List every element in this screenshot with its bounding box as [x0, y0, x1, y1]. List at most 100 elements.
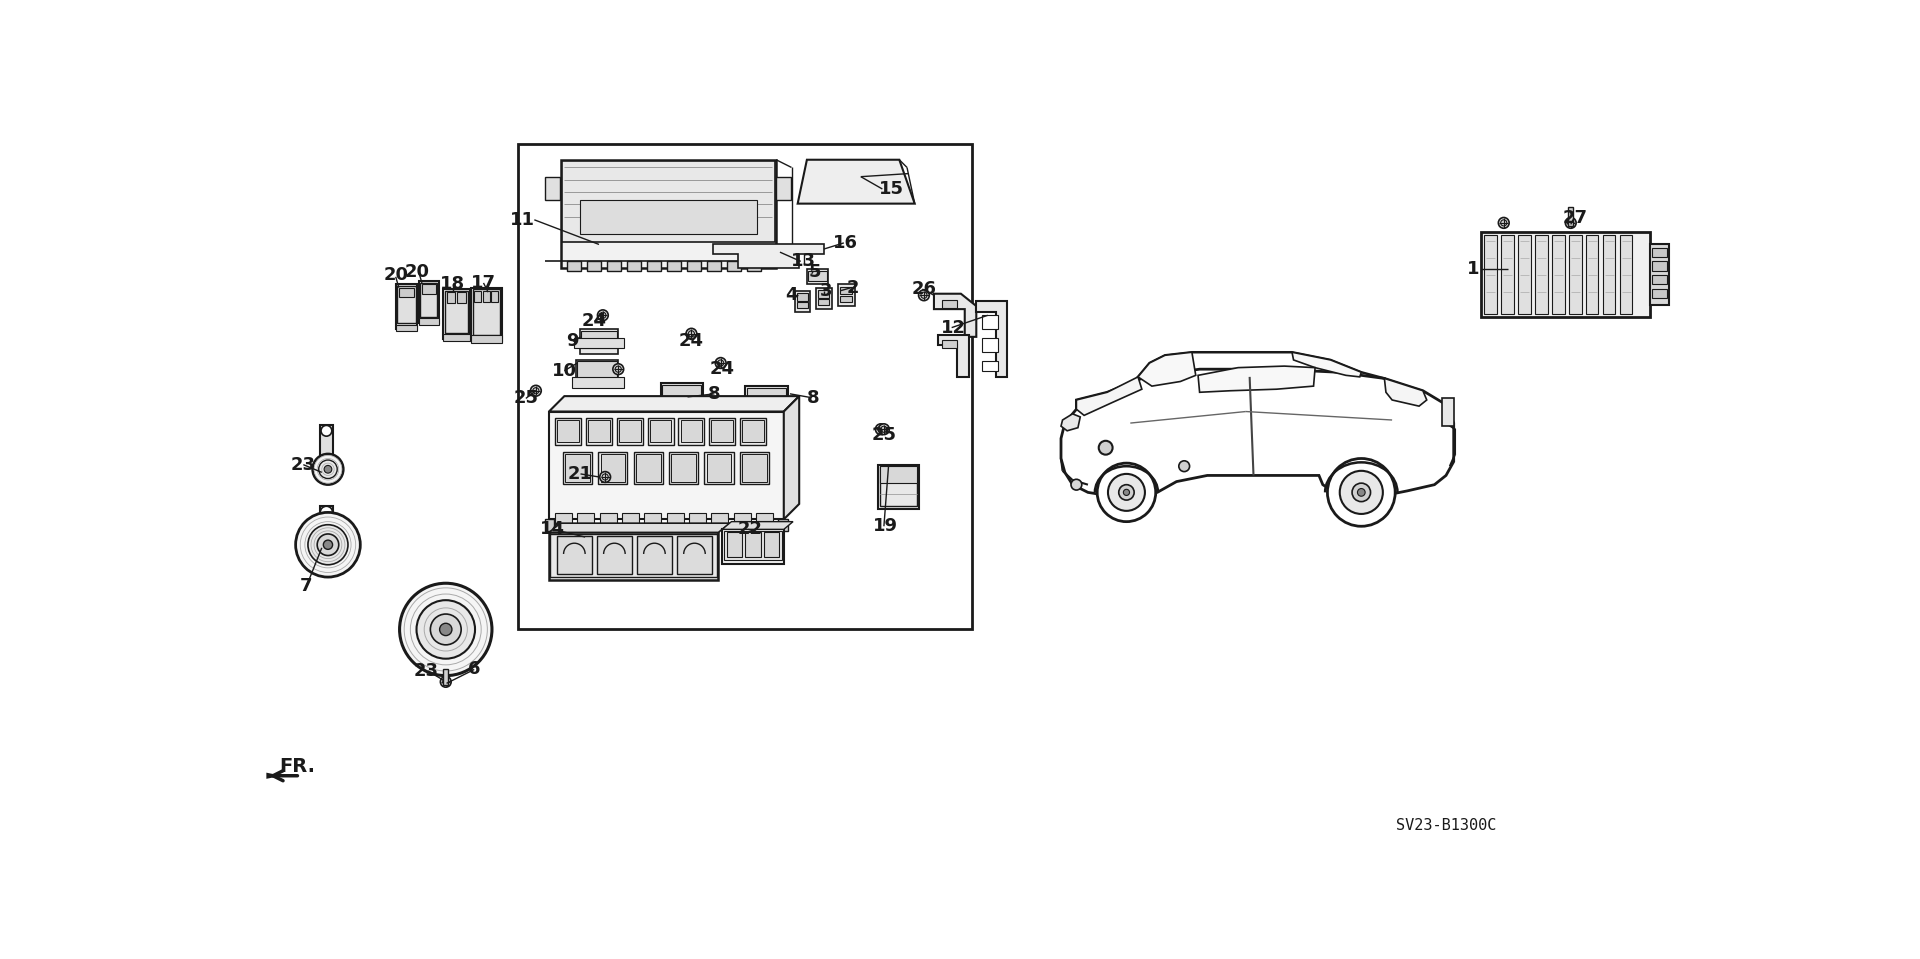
- Bar: [712, 513, 728, 524]
- Bar: [1519, 235, 1530, 314]
- Bar: [747, 387, 785, 408]
- Bar: [666, 513, 684, 524]
- Bar: [668, 452, 699, 484]
- Polygon shape: [1292, 352, 1361, 377]
- Bar: [1651, 262, 1667, 270]
- Bar: [616, 418, 643, 445]
- Bar: [687, 262, 701, 270]
- Bar: [444, 289, 470, 339]
- Text: 9: 9: [566, 333, 580, 350]
- Bar: [1651, 275, 1667, 285]
- Bar: [983, 362, 998, 371]
- Bar: [743, 420, 764, 441]
- Polygon shape: [1139, 352, 1196, 386]
- Circle shape: [1098, 441, 1112, 455]
- Bar: [841, 287, 852, 294]
- Polygon shape: [1062, 414, 1081, 431]
- Bar: [597, 535, 632, 574]
- Bar: [660, 383, 703, 410]
- Bar: [626, 262, 641, 270]
- Circle shape: [444, 679, 449, 685]
- Circle shape: [313, 454, 344, 484]
- Text: 24: 24: [710, 361, 735, 378]
- Bar: [708, 418, 735, 445]
- Circle shape: [879, 424, 889, 434]
- Polygon shape: [975, 301, 1008, 377]
- Polygon shape: [722, 522, 793, 529]
- Polygon shape: [797, 160, 914, 203]
- Bar: [649, 420, 672, 441]
- Circle shape: [1357, 488, 1365, 496]
- Text: 22: 22: [737, 521, 762, 538]
- Bar: [764, 532, 780, 557]
- Text: 10: 10: [551, 362, 576, 380]
- Bar: [879, 466, 918, 483]
- Bar: [778, 520, 787, 531]
- Text: 13: 13: [791, 252, 816, 270]
- Text: 26: 26: [912, 280, 937, 298]
- Polygon shape: [712, 245, 824, 268]
- Bar: [1569, 207, 1572, 226]
- Circle shape: [1565, 218, 1576, 228]
- Text: 20: 20: [405, 263, 430, 281]
- Bar: [396, 285, 417, 329]
- Bar: [607, 262, 620, 270]
- Bar: [1536, 235, 1548, 314]
- Circle shape: [319, 460, 338, 479]
- Bar: [1501, 235, 1513, 314]
- Bar: [707, 454, 732, 481]
- Bar: [728, 532, 743, 557]
- Bar: [637, 535, 672, 574]
- Bar: [634, 452, 662, 484]
- Polygon shape: [1198, 366, 1315, 392]
- Bar: [724, 531, 781, 560]
- Bar: [745, 532, 760, 557]
- Bar: [396, 324, 417, 331]
- Bar: [470, 288, 501, 341]
- Bar: [420, 283, 438, 316]
- Text: 25: 25: [513, 389, 538, 408]
- Bar: [580, 199, 756, 234]
- Text: 12: 12: [941, 318, 966, 337]
- Bar: [599, 452, 628, 484]
- Circle shape: [1179, 461, 1190, 472]
- Bar: [563, 161, 774, 242]
- Bar: [492, 291, 497, 302]
- Bar: [1603, 235, 1615, 314]
- Bar: [1484, 235, 1498, 314]
- Bar: [728, 262, 741, 270]
- Bar: [601, 454, 626, 481]
- Bar: [636, 454, 660, 481]
- Bar: [557, 420, 580, 441]
- Text: 8: 8: [806, 388, 820, 407]
- Bar: [841, 296, 852, 302]
- Bar: [818, 299, 829, 305]
- Bar: [806, 269, 828, 285]
- Bar: [551, 534, 716, 577]
- Bar: [578, 362, 616, 380]
- Bar: [1480, 232, 1649, 316]
- Text: 21: 21: [568, 465, 593, 483]
- Bar: [566, 262, 580, 270]
- Bar: [808, 270, 828, 281]
- Circle shape: [1108, 474, 1144, 511]
- Bar: [941, 339, 956, 347]
- Polygon shape: [937, 335, 968, 377]
- Bar: [818, 290, 829, 297]
- Bar: [572, 377, 624, 387]
- Bar: [722, 529, 783, 564]
- Text: 1: 1: [1467, 260, 1478, 278]
- Bar: [797, 302, 808, 309]
- Bar: [545, 176, 561, 199]
- Circle shape: [1340, 471, 1382, 514]
- Bar: [588, 420, 611, 441]
- Bar: [941, 300, 956, 308]
- Bar: [321, 506, 332, 541]
- Bar: [837, 285, 854, 306]
- Circle shape: [1096, 463, 1156, 522]
- Polygon shape: [549, 396, 799, 411]
- Text: FR.: FR.: [278, 757, 315, 776]
- Bar: [733, 513, 751, 524]
- Polygon shape: [933, 293, 975, 337]
- Bar: [705, 452, 733, 484]
